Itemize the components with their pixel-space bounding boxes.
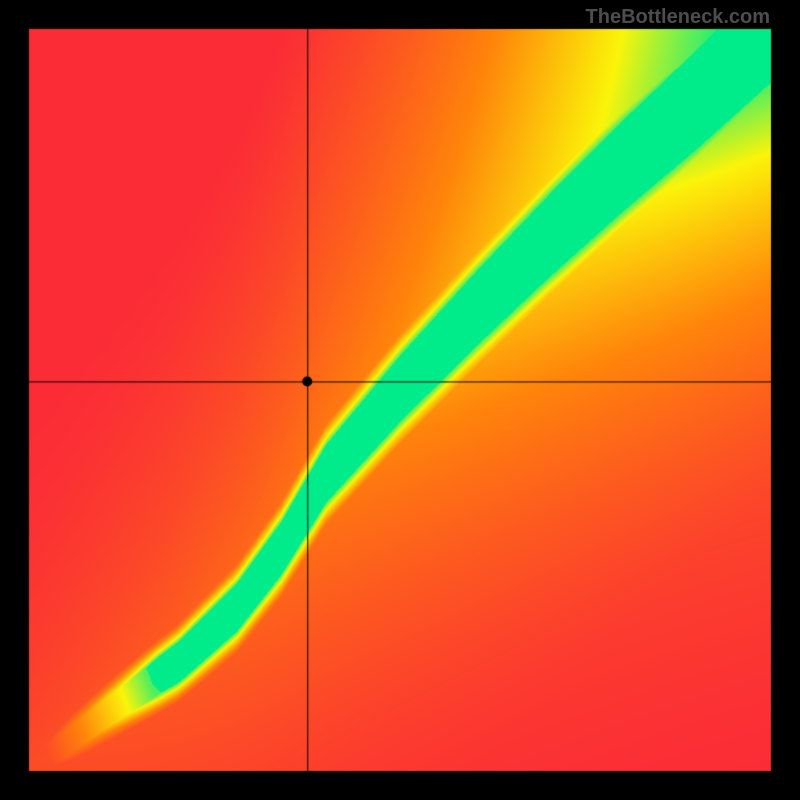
watermark-text: TheBottleneck.com xyxy=(586,6,770,29)
chart-container: TheBottleneck.com xyxy=(0,0,800,800)
heatmap-canvas xyxy=(0,0,800,800)
